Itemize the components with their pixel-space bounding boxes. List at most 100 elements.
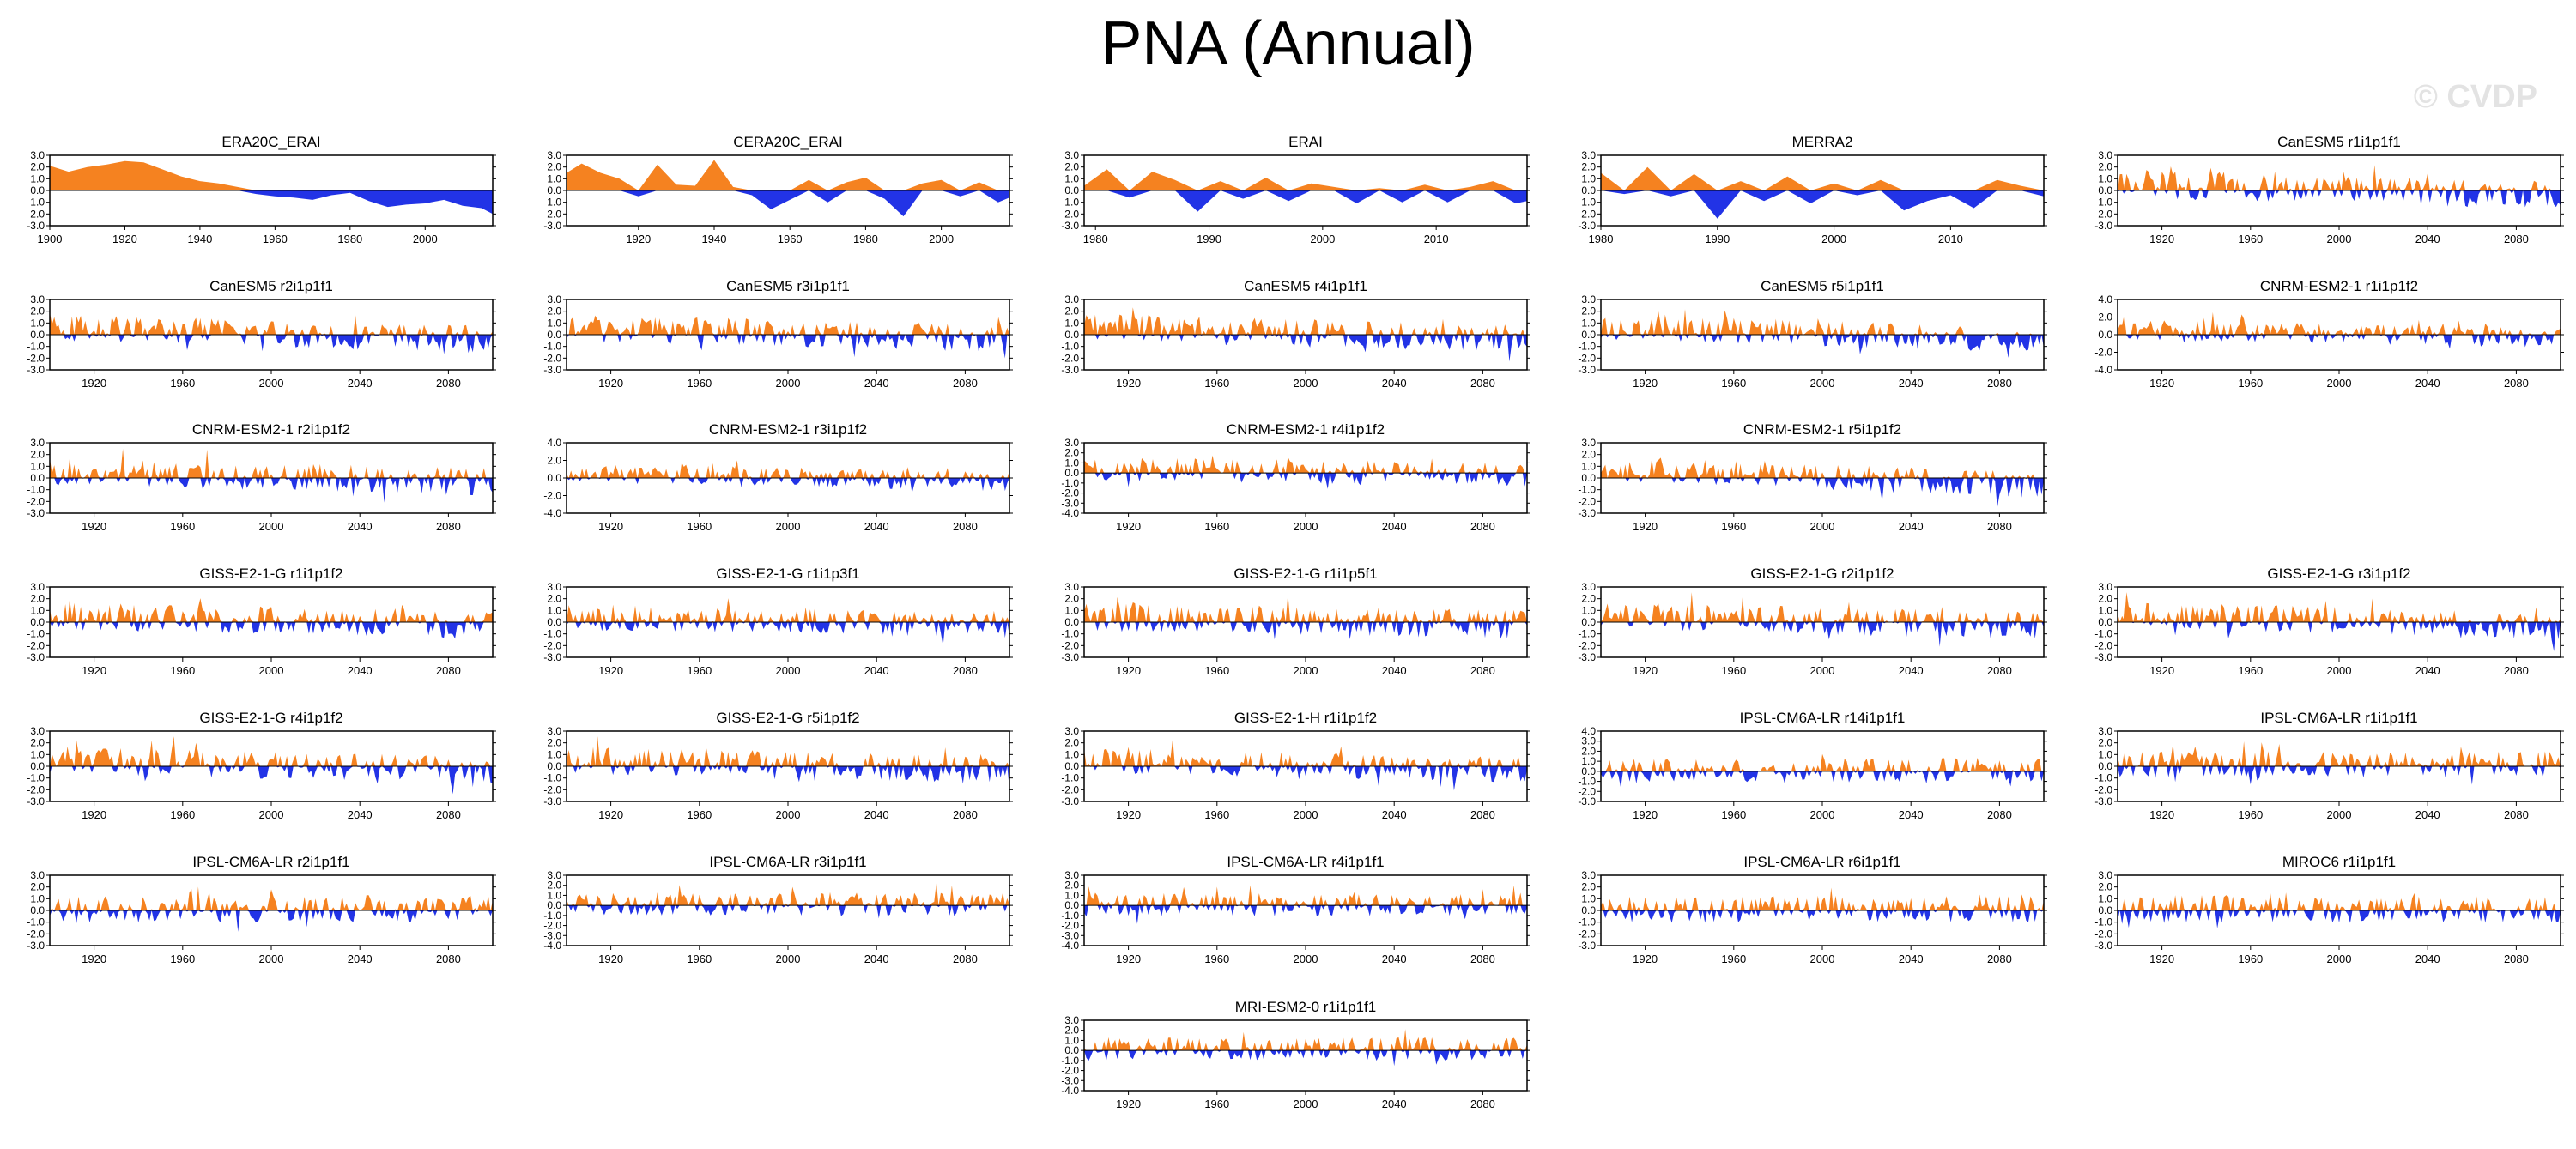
y-tick-label: 2.0	[547, 880, 561, 892]
panel-17: GISS-E2-1-G r1i1p5f1 3.02.01.00.0-1.0-2.0…	[1061, 565, 1530, 677]
panel-title: IPSL-CM6A-LR r3i1p1f1	[709, 854, 866, 870]
y-tick-label: -2.0	[1061, 783, 1079, 795]
x-tick-label: 2040	[348, 520, 373, 533]
x-tick-label: 2000	[1810, 520, 1835, 533]
negative-area	[1084, 473, 1527, 489]
x-tick-label: 1920	[1116, 808, 1141, 821]
x-tick-label: 2000	[2327, 233, 2352, 245]
y-tick-label: 0.0	[30, 904, 45, 916]
y-tick-label: 4.0	[1581, 725, 1596, 737]
y-tick-label: 3.0	[547, 725, 561, 737]
x-tick-label: 2040	[348, 377, 373, 390]
y-tick-label: -3.0	[1061, 651, 1079, 663]
y-tick-label: 2.0	[547, 593, 561, 605]
x-tick-label: 1940	[187, 233, 212, 245]
positive-area	[567, 882, 1009, 906]
x-tick-label: 2040	[1899, 377, 1924, 390]
x-tick-label: 2040	[1382, 520, 1407, 533]
x-tick-label: 2000	[413, 233, 438, 245]
negative-area	[1084, 622, 1527, 640]
x-tick-label: 2080	[1470, 520, 1495, 533]
y-tick-label: 1.0	[30, 460, 45, 472]
y-tick-label: -1.0	[1061, 772, 1079, 784]
negative-area	[1601, 478, 2044, 508]
positive-area	[50, 449, 493, 478]
panel-14: CNRM-ESM2-1 r5i1p1f2 3.02.01.00.0-1.0-2.0…	[1578, 421, 2047, 533]
panel-2: CERA20C_ERAI 3.02.01.00.0-1.0-2.0-3.0 1920…	[543, 134, 1013, 245]
y-tick-label: -2.0	[1578, 495, 1596, 507]
x-tick-label: 2040	[2415, 377, 2440, 390]
y-tick-label: -4.0	[1061, 1085, 1079, 1097]
x-tick-label: 2000	[1294, 1098, 1318, 1110]
y-tick-label: 3.0	[1581, 581, 1596, 593]
y-tick-label: -2.0	[27, 783, 45, 795]
y-tick-label: -3.0	[27, 220, 45, 232]
y-tick-label: -1.0	[2094, 772, 2112, 784]
x-tick-label: 2000	[1294, 377, 1318, 390]
x-tick-label: 1960	[1204, 377, 1229, 390]
negative-area	[1084, 766, 1527, 791]
y-tick-label: 2.0	[547, 161, 561, 173]
x-tick-label: 2080	[2504, 952, 2529, 965]
x-tick-label: 2000	[2327, 808, 2352, 821]
x-tick-label: 1960	[687, 520, 712, 533]
panel-29: MIROC6 r1i1p1f1 3.02.01.00.0-1.0-2.0-3.0 1…	[2094, 854, 2564, 965]
y-tick-label: 2.0	[547, 455, 561, 467]
positive-area	[2118, 311, 2561, 335]
x-tick-label: 1900	[38, 233, 63, 245]
panel-30: MRI-ESM2-0 r1i1p1f13.02.01.00.0-1.0-2.0-…	[1061, 999, 1530, 1110]
y-tick-label: 0.0	[1064, 184, 1079, 197]
y-tick-label: 3.0	[1581, 149, 1596, 161]
y-tick-label: -1.0	[27, 916, 45, 928]
positive-area	[1601, 753, 2044, 771]
y-tick-label: -3.0	[1061, 795, 1079, 807]
negative-area	[567, 478, 1009, 493]
y-tick-label: 0.0	[1064, 1044, 1079, 1056]
x-tick-label: 2080	[953, 808, 978, 821]
negative-area	[567, 905, 1009, 919]
x-tick-label: 2080	[953, 664, 978, 677]
panel-title: ERAI	[1288, 134, 1323, 150]
y-tick-label: -1.0	[543, 910, 561, 922]
negative-area	[50, 910, 493, 932]
y-tick-label: 3.0	[2098, 869, 2112, 881]
y-tick-label: -1.0	[1061, 910, 1079, 922]
y-tick-label: 3.0	[2098, 725, 2112, 737]
panel-title: GISS-E2-1-G r3i1p1f2	[2267, 565, 2410, 582]
x-tick-label: 2040	[1382, 1098, 1407, 1110]
panel-8: CanESM5 r4i1p1f1 3.02.01.00.0-1.0-2.0-3.0…	[1061, 278, 1530, 390]
panel-title: CNRM-ESM2-1 r4i1p1f2	[1227, 421, 1385, 438]
y-tick-label: -3.0	[543, 364, 561, 376]
positive-area	[1084, 738, 1527, 766]
positive-area	[50, 736, 493, 766]
y-tick-label: 1.0	[30, 604, 45, 616]
positive-area	[2118, 165, 2561, 190]
y-tick-label: 0.0	[2098, 184, 2112, 197]
negative-area	[2118, 335, 2561, 349]
x-tick-label: 2040	[864, 377, 889, 390]
y-tick-label: -4.0	[543, 940, 561, 952]
y-tick-label: 3.0	[547, 869, 561, 881]
x-tick-label: 1920	[2149, 233, 2174, 245]
y-tick-label: -2.0	[2094, 639, 2112, 651]
x-tick-label: 1960	[170, 377, 195, 390]
y-tick-label: 1.0	[1581, 892, 1596, 904]
y-tick-label: 4.0	[2098, 293, 2112, 305]
negative-area	[1084, 190, 1527, 212]
panel-24: IPSL-CM6A-LR r1i1p1f1 3.02.01.00.0-1.0-2.…	[2094, 710, 2564, 821]
y-tick-label: 2.0	[30, 449, 45, 461]
x-tick-label: 2080	[1470, 664, 1495, 677]
x-tick-label: 1960	[687, 377, 712, 390]
y-tick-label: -3.0	[27, 364, 45, 376]
x-tick-label: 1920	[1633, 664, 1658, 677]
panel-title: GISS-E2-1-H r1i1p1f2	[1234, 710, 1377, 726]
y-tick-label: 0.0	[1064, 467, 1079, 479]
y-tick-label: 3.0	[1064, 725, 1079, 737]
y-tick-label: -2.0	[1061, 208, 1079, 220]
y-tick-label: 3.0	[1581, 437, 1596, 449]
y-tick-label: 0.0	[2098, 904, 2112, 916]
x-tick-label: 1920	[598, 664, 623, 677]
x-tick-label: 2000	[2327, 377, 2352, 390]
